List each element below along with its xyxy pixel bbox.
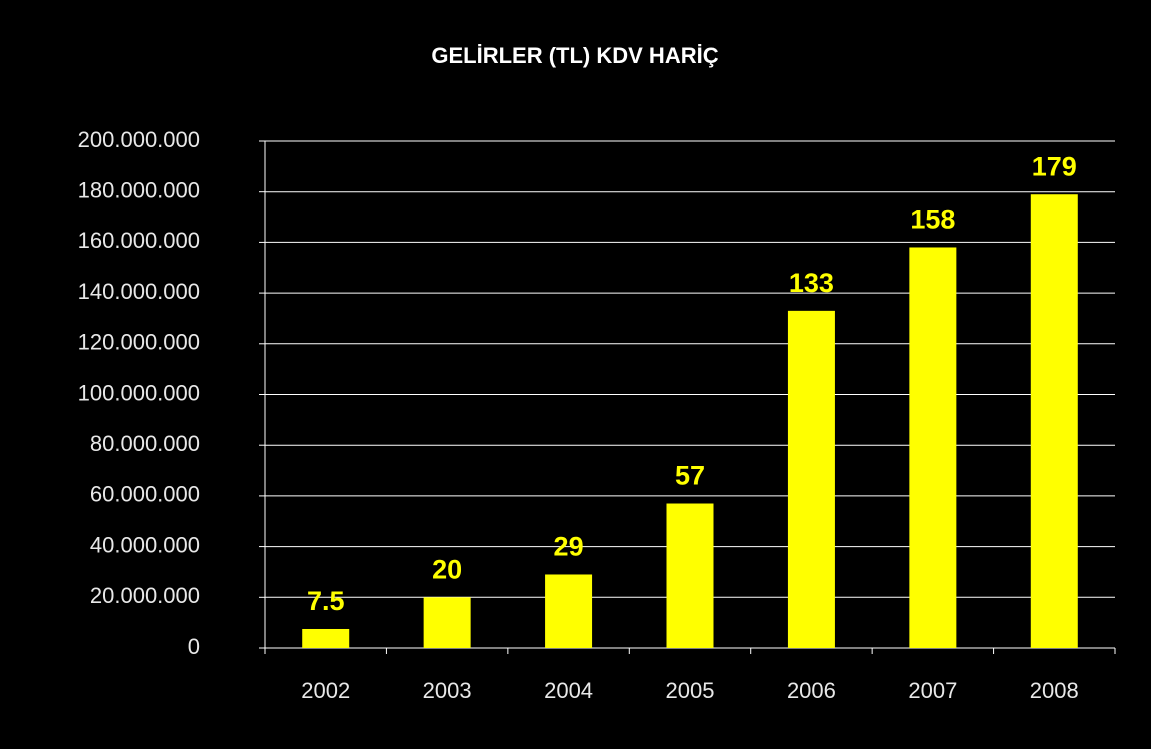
y-tick-label: 200.000.000 [78,127,200,152]
chart-title: GELİRLER (TL) KDV HARİÇ [431,43,718,68]
bar [909,247,957,648]
y-tick-label: 160.000.000 [78,228,200,253]
x-tick-label: 2006 [787,678,836,703]
y-tick-label: 60.000.000 [90,482,200,507]
x-tick-label: 2007 [908,678,957,703]
x-tick-label: 2008 [1030,678,1079,703]
bar [787,310,835,648]
y-tick-label: 120.000.000 [78,330,200,355]
y-tick-label: 80.000.000 [90,431,200,456]
y-tick-label: 0 [188,634,200,659]
bar [545,574,593,648]
y-tick-label: 140.000.000 [78,279,200,304]
value-label: 29 [554,532,584,562]
x-tick-label: 2002 [301,678,350,703]
y-tick-label: 100.000.000 [78,380,200,405]
y-tick-label: 180.000.000 [78,178,200,203]
value-label: 20 [432,554,462,584]
bar [666,503,714,648]
x-tick-label: 2005 [666,678,715,703]
value-label: 158 [910,205,955,235]
x-tick-label: 2003 [423,678,472,703]
x-tick-label: 2004 [544,678,593,703]
bar [302,628,350,648]
bar [423,597,471,648]
y-tick-label: 40.000.000 [90,532,200,557]
y-tick-label: 20.000.000 [90,583,200,608]
bar [1030,194,1078,649]
value-label: 179 [1032,151,1077,181]
value-label: 7.5 [307,586,345,616]
value-label: 57 [675,461,705,491]
value-label: 133 [789,268,834,298]
